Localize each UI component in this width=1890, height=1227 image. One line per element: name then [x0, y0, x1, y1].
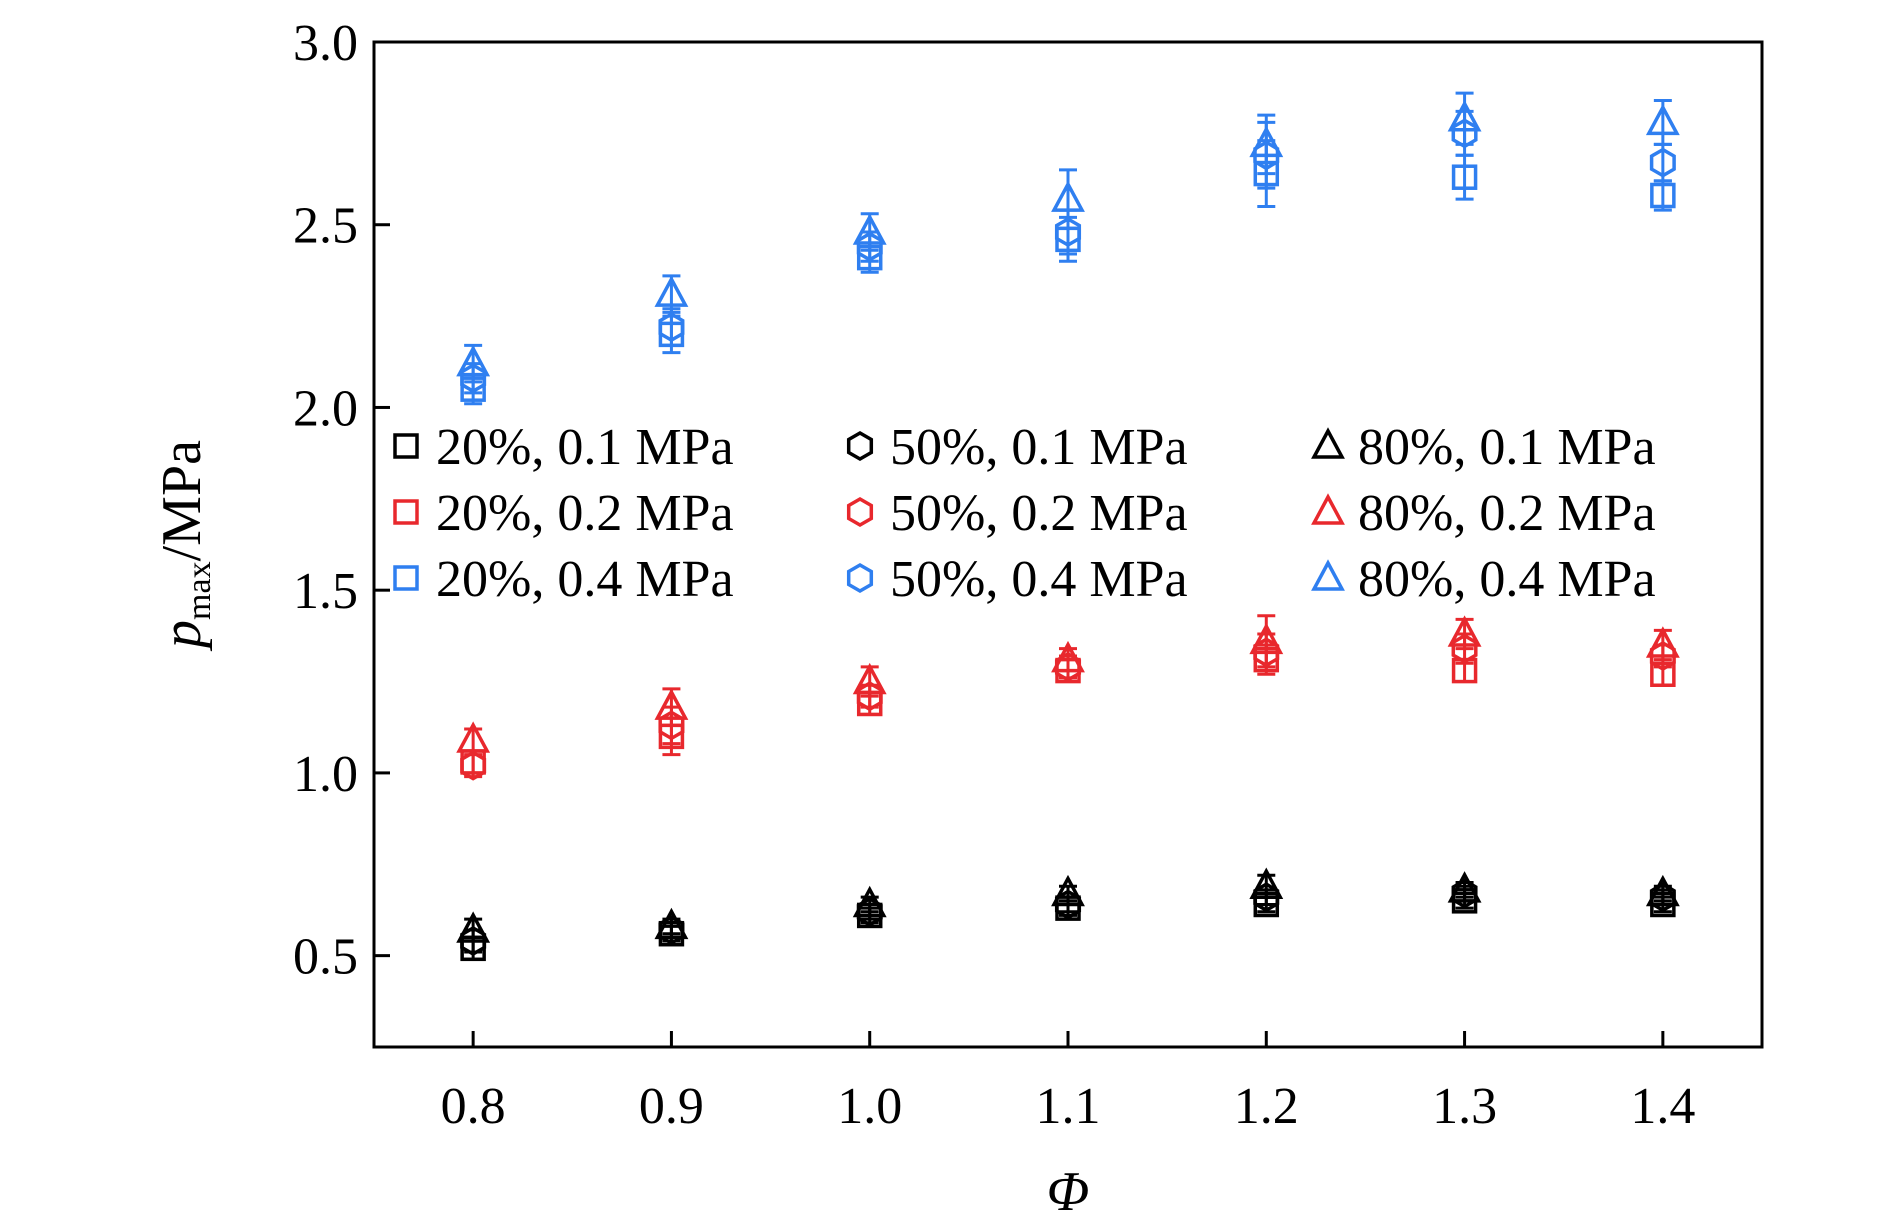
legend-marker: [393, 565, 419, 591]
legend-marker: [1311, 427, 1345, 459]
legend-label: 80%, 0.4 MPa: [1358, 551, 1656, 608]
data-point: [1645, 874, 1680, 907]
data-point: [1054, 216, 1082, 248]
data-point: [852, 885, 887, 918]
x-tick-label: 1.3: [1432, 1078, 1497, 1135]
y-axis-title-symbol: p: [151, 620, 213, 652]
x-tick-label: 1.1: [1036, 1078, 1101, 1135]
x-tick-label: 0.8: [441, 1078, 506, 1135]
y-tick-label: 3.0: [293, 15, 358, 72]
y-tick-label: 1.0: [293, 746, 358, 803]
legend-label: 50%, 0.4 MPa: [890, 551, 1188, 608]
legend-marker: [1311, 559, 1345, 591]
x-axis-title: Φ: [1047, 1161, 1090, 1223]
legend-marker: [846, 496, 874, 528]
x-axis: 0.8 0.9 1.0 1.1 1.2 1.3 1.4: [441, 1031, 1695, 1135]
legend-marker: [1311, 493, 1345, 525]
data-point: [1249, 622, 1284, 655]
legend-marker: [846, 430, 874, 462]
y-axis-title-subscript: max: [181, 561, 218, 620]
y-tick-label: 1.5: [293, 563, 358, 620]
data-point: [658, 915, 685, 946]
legend-label: 20%, 0.1 MPa: [436, 419, 734, 476]
data-point: [852, 213, 887, 245]
data-markers: [456, 100, 1680, 962]
data-point: [856, 896, 883, 927]
data-point: [460, 750, 487, 781]
y-axis-title-unit: /MPa: [151, 440, 213, 561]
y-axis-title: pmax/MPa: [151, 440, 218, 652]
data-point: [456, 721, 491, 753]
data-point: [1051, 180, 1085, 212]
data-point: [1649, 147, 1676, 178]
data-point: [658, 312, 685, 343]
data-point: [654, 688, 689, 720]
data-point: [852, 662, 887, 695]
legend-label: 20%, 0.4 MPa: [436, 551, 734, 608]
legend-label: 20%, 0.2 MPa: [436, 485, 734, 542]
data-point: [1249, 125, 1284, 158]
data-point: [1451, 164, 1478, 190]
data-point: [654, 907, 689, 940]
data-point: [1447, 871, 1482, 903]
data-point: [654, 275, 689, 307]
y-axis: 0.5 1.0 1.5 2.0 2.5 3.0: [293, 15, 390, 986]
legend-label: 50%, 0.2 MPa: [890, 485, 1188, 542]
data-point: [456, 344, 491, 377]
data-point: [1451, 878, 1478, 909]
data-point: [658, 723, 685, 750]
data-point: [1645, 103, 1680, 136]
legend-label: 50%, 0.1 MPa: [890, 419, 1188, 476]
data-point: [456, 911, 491, 943]
data-point: [1650, 661, 1676, 687]
legend-marker: [846, 562, 874, 594]
data-point: [1447, 615, 1482, 647]
data-point: [1051, 640, 1085, 673]
data-point: [1253, 160, 1280, 187]
legend-marker: [393, 499, 419, 525]
data-point: [1054, 651, 1082, 682]
legend-marker: [393, 433, 419, 459]
data-point: [1249, 867, 1284, 899]
data-point: [1649, 882, 1676, 913]
legend-label: 80%, 0.1 MPa: [1358, 419, 1656, 476]
x-tick-label: 1.0: [837, 1078, 902, 1135]
y-tick-label: 2.5: [293, 198, 358, 255]
x-tick-label: 1.4: [1630, 1078, 1695, 1135]
y-tick-label: 2.0: [293, 380, 358, 437]
data-point: [460, 376, 486, 402]
legend-label: 80%, 0.2 MPa: [1358, 485, 1656, 542]
data-point: [1447, 100, 1482, 132]
data-point: [1650, 182, 1676, 209]
data-point: [856, 244, 883, 271]
x-tick-label: 0.9: [639, 1078, 704, 1135]
data-point: [1645, 626, 1680, 658]
data-point: [1451, 657, 1478, 684]
x-tick-label: 1.2: [1234, 1078, 1299, 1135]
y-tick-label: 0.5: [293, 929, 358, 986]
data-point: [1051, 874, 1085, 907]
legend: 20%, 0.1 MPa 50%, 0.1 MPa 80%, 0.1 MPa 20%,…: [393, 419, 1656, 608]
